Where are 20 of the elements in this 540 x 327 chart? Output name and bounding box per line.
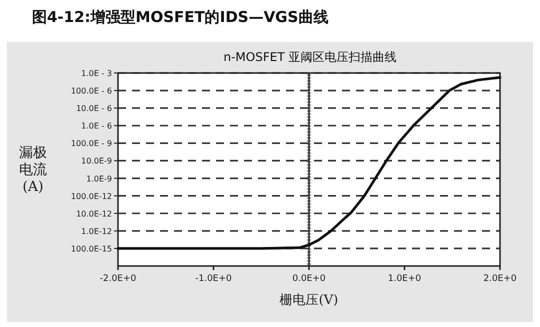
x-tick-label: 1.0E+0 [388, 274, 422, 284]
chart-title: 图4-12:增强型MOSFET的IDS—VGS曲线 [32, 8, 328, 26]
y-tick-label: 1.0E - 3 [81, 69, 112, 78]
x-axis-title: 栅电压(V) [280, 293, 338, 308]
y-tick-label: 10.0E-12 [76, 209, 112, 218]
y-tick-label: 1.0E-9 [86, 174, 112, 184]
y-tick-label: 10.0E-9 [81, 156, 112, 166]
x-tick-label: -1.0E+0 [195, 274, 232, 284]
x-tick-label: -2.0E+0 [100, 274, 137, 284]
x-tick-label: 0.0E+0 [292, 274, 326, 284]
y-tick-label: 100.0E - 9 [70, 139, 112, 148]
x-tick-label: 2.0E+0 [483, 274, 517, 284]
y-tick-label: 100.0E-15 [70, 244, 112, 254]
y-tick-label: 1.0E-12 [81, 226, 112, 236]
chart-subtitle: n-MOSFET 亚阈区电压扫描曲线 [224, 50, 396, 64]
y-axis-title: 漏极电流(A) [18, 145, 48, 196]
y-tick-label: 10.0E - 6 [76, 104, 112, 114]
y-tick-label: 1.0E - 6 [81, 122, 112, 131]
y-tick-label: 100.0E-12 [70, 192, 112, 201]
y-tick-label: 100.0E - 6 [70, 86, 112, 96]
